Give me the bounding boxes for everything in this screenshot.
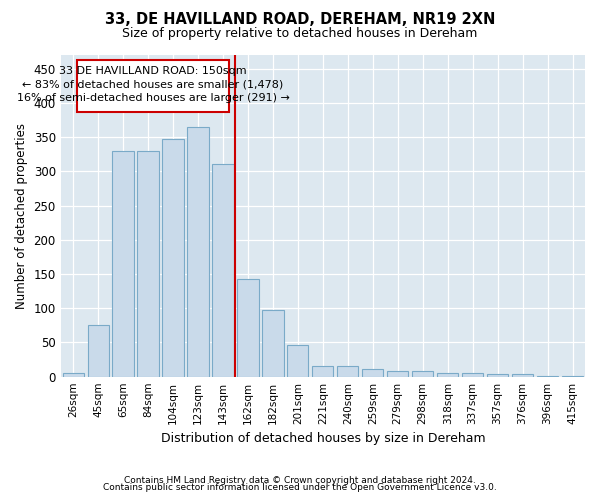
Text: Contains HM Land Registry data © Crown copyright and database right 2024.: Contains HM Land Registry data © Crown c… <box>124 476 476 485</box>
X-axis label: Distribution of detached houses by size in Dereham: Distribution of detached houses by size … <box>161 432 485 445</box>
Bar <box>62 374 84 376</box>
Bar <box>462 374 483 376</box>
Bar <box>212 164 233 376</box>
Text: Size of property relative to detached houses in Dereham: Size of property relative to detached ho… <box>122 28 478 40</box>
Text: Contains public sector information licensed under the Open Government Licence v3: Contains public sector information licen… <box>103 484 497 492</box>
FancyBboxPatch shape <box>77 60 229 112</box>
Bar <box>437 374 458 376</box>
Bar <box>137 151 158 376</box>
Bar <box>238 279 259 376</box>
Bar <box>262 310 284 376</box>
Bar <box>88 326 109 376</box>
Bar <box>487 374 508 376</box>
Bar <box>412 370 433 376</box>
Bar <box>287 345 308 376</box>
Bar <box>163 139 184 376</box>
Bar <box>187 127 209 376</box>
Text: ← 83% of detached houses are smaller (1,478): ← 83% of detached houses are smaller (1,… <box>22 80 284 90</box>
Text: 33 DE HAVILLAND ROAD: 150sqm: 33 DE HAVILLAND ROAD: 150sqm <box>59 66 247 76</box>
Y-axis label: Number of detached properties: Number of detached properties <box>15 123 28 309</box>
Bar <box>387 370 409 376</box>
Bar <box>337 366 358 376</box>
Bar <box>112 151 134 376</box>
Text: 33, DE HAVILLAND ROAD, DEREHAM, NR19 2XN: 33, DE HAVILLAND ROAD, DEREHAM, NR19 2XN <box>105 12 495 28</box>
Bar <box>362 369 383 376</box>
Text: 16% of semi-detached houses are larger (291) →: 16% of semi-detached houses are larger (… <box>17 94 289 104</box>
Bar <box>312 366 334 376</box>
Bar <box>512 374 533 376</box>
